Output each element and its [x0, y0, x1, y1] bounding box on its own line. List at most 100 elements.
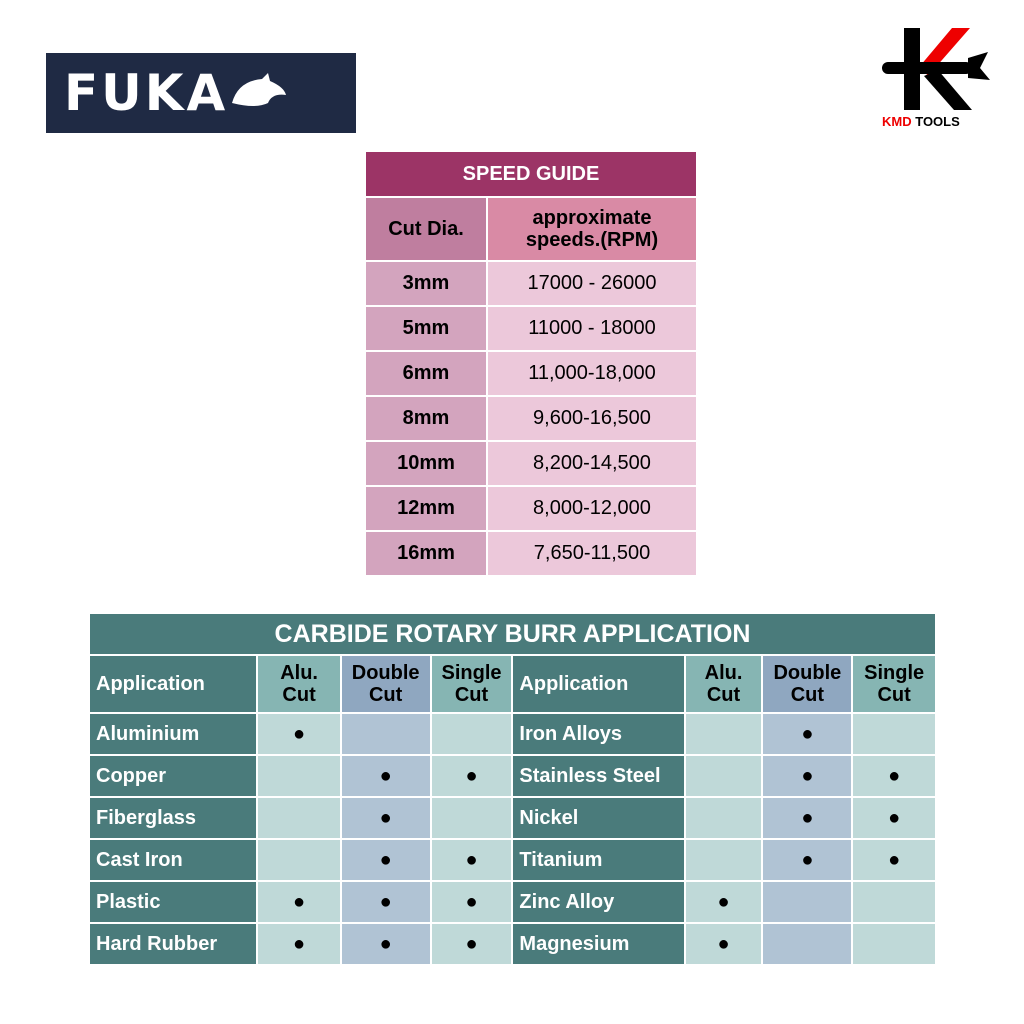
suitability-cell: [339, 712, 432, 756]
suitable-dot: ●: [801, 764, 814, 787]
suitability-cell: [429, 712, 514, 756]
suitability-cell: [256, 754, 342, 798]
column-header: Single Cut: [851, 654, 937, 714]
suitability-cell: [256, 838, 342, 882]
suitable-dot: ●: [888, 848, 901, 871]
suitable-dot: ●: [465, 932, 478, 955]
suitability-cell: ●: [761, 796, 854, 840]
kmd-tools-text: KMD TOOLS: [882, 114, 960, 129]
rpm-range: 9,600-16,500: [486, 395, 698, 442]
application-row: Fiberglass ● Nickel ● ●: [87, 796, 937, 840]
suitable-dot: ●: [888, 764, 901, 787]
cut-diameter: 8mm: [364, 395, 488, 442]
suitability-cell: [683, 838, 764, 882]
suitability-cell: ●: [256, 922, 342, 966]
cut-dia-header: Cut Dia.: [364, 196, 488, 262]
suitable-dot: ●: [379, 890, 392, 913]
suitability-cell: ●: [429, 922, 514, 966]
suitability-cell: [683, 712, 764, 756]
cut-diameter: 10mm: [364, 440, 488, 487]
suitability-cell: ●: [339, 880, 432, 924]
suitability-cell: ●: [256, 712, 342, 756]
column-header: Application: [511, 654, 686, 714]
suitability-cell: [851, 922, 937, 966]
speed-row: 3mm 17000 - 26000: [364, 260, 698, 307]
material-name: Iron Alloys: [511, 712, 686, 756]
material-name: Zinc Alloy: [511, 880, 686, 924]
burr-table-title: CARBIDE ROTARY BURR APPLICATION: [88, 612, 937, 656]
suitable-dot: ●: [379, 848, 392, 871]
material-name: Hard Rubber: [87, 922, 259, 966]
column-header: Application: [87, 654, 259, 714]
suitability-cell: ●: [429, 838, 514, 882]
material-name: Copper: [87, 754, 259, 798]
suitable-dot: ●: [379, 932, 392, 955]
cut-diameter: 5mm: [364, 305, 488, 352]
material-name: Fiberglass: [87, 796, 259, 840]
suitability-cell: ●: [761, 754, 854, 798]
suitability-cell: [761, 880, 854, 924]
speed-row: 6mm 11,000-18,000: [364, 350, 698, 397]
suitability-cell: ●: [339, 838, 432, 882]
suitable-dot: ●: [293, 932, 306, 955]
suitable-dot: ●: [465, 890, 478, 913]
suitability-cell: ●: [683, 922, 764, 966]
application-row: Hard Rubber ● ● ● Magnesium ●: [87, 922, 937, 966]
suitable-dot: ●: [465, 764, 478, 787]
suitability-cell: ●: [851, 796, 937, 840]
suitable-dot: ●: [717, 932, 730, 955]
material-name: Plastic: [87, 880, 259, 924]
application-row: Copper ● ● Stainless Steel ● ●: [87, 754, 937, 798]
suitable-dot: ●: [801, 848, 814, 871]
suitability-cell: [429, 796, 514, 840]
suitable-dot: ●: [717, 890, 730, 913]
speed-guide-table: SPEED GUIDE Cut Dia. approximate speeds.(…: [364, 150, 698, 577]
wrench-k-icon: [882, 28, 990, 110]
suitable-dot: ●: [293, 722, 306, 745]
application-row: Aluminium ● Iron Alloys ●: [87, 712, 937, 756]
suitability-cell: ●: [761, 712, 854, 756]
suitability-cell: ●: [761, 838, 854, 882]
column-header: Alu. Cut: [256, 654, 342, 714]
application-row: Cast Iron ● ● Titanium ● ●: [87, 838, 937, 882]
speed-row: 12mm 8,000-12,000: [364, 485, 698, 532]
column-header: Double Cut: [761, 654, 854, 714]
rpm-range: 11000 - 18000: [486, 305, 698, 352]
cut-diameter: 16mm: [364, 530, 488, 577]
fuka-logo: FUKA: [46, 53, 356, 133]
speed-guide-title: SPEED GUIDE: [364, 150, 698, 198]
speed-row: 16mm 7,650-11,500: [364, 530, 698, 577]
rpm-range: 8,200-14,500: [486, 440, 698, 487]
rpm-range: 17000 - 26000: [486, 260, 698, 307]
suitability-cell: ●: [339, 754, 432, 798]
suitable-dot: ●: [801, 722, 814, 745]
rpm-header-line1: approximate: [532, 207, 652, 229]
suitability-cell: ●: [339, 796, 432, 840]
suitable-dot: ●: [379, 806, 392, 829]
rpm-header-line2: speeds.(RPM): [525, 229, 659, 251]
material-name: Magnesium: [511, 922, 686, 966]
suitability-cell: [683, 754, 764, 798]
kmd-tools-logo: KMD TOOLS: [868, 22, 998, 142]
speed-row: 10mm 8,200-14,500: [364, 440, 698, 487]
rpm-header: approximate speeds.(RPM): [486, 196, 698, 262]
speed-row: 8mm 9,600-16,500: [364, 395, 698, 442]
cut-diameter: 6mm: [364, 350, 488, 397]
cut-diameter: 3mm: [364, 260, 488, 307]
shark-icon: [232, 73, 287, 106]
suitability-cell: [256, 796, 342, 840]
material-name: Titanium: [511, 838, 686, 882]
speed-row: 5mm 11000 - 18000: [364, 305, 698, 352]
rpm-range: 7,650-11,500: [486, 530, 698, 577]
column-header: Single Cut: [429, 654, 514, 714]
suitability-cell: ●: [429, 880, 514, 924]
suitability-cell: [851, 880, 937, 924]
rpm-range: 11,000-18,000: [486, 350, 698, 397]
burr-application-table: CARBIDE ROTARY BURR APPLICATION Applicat…: [87, 612, 937, 966]
suitable-dot: ●: [293, 890, 306, 913]
material-name: Stainless Steel: [511, 754, 686, 798]
cut-diameter: 12mm: [364, 485, 488, 532]
suitability-cell: ●: [339, 922, 432, 966]
suitable-dot: ●: [888, 806, 901, 829]
suitability-cell: [851, 712, 937, 756]
